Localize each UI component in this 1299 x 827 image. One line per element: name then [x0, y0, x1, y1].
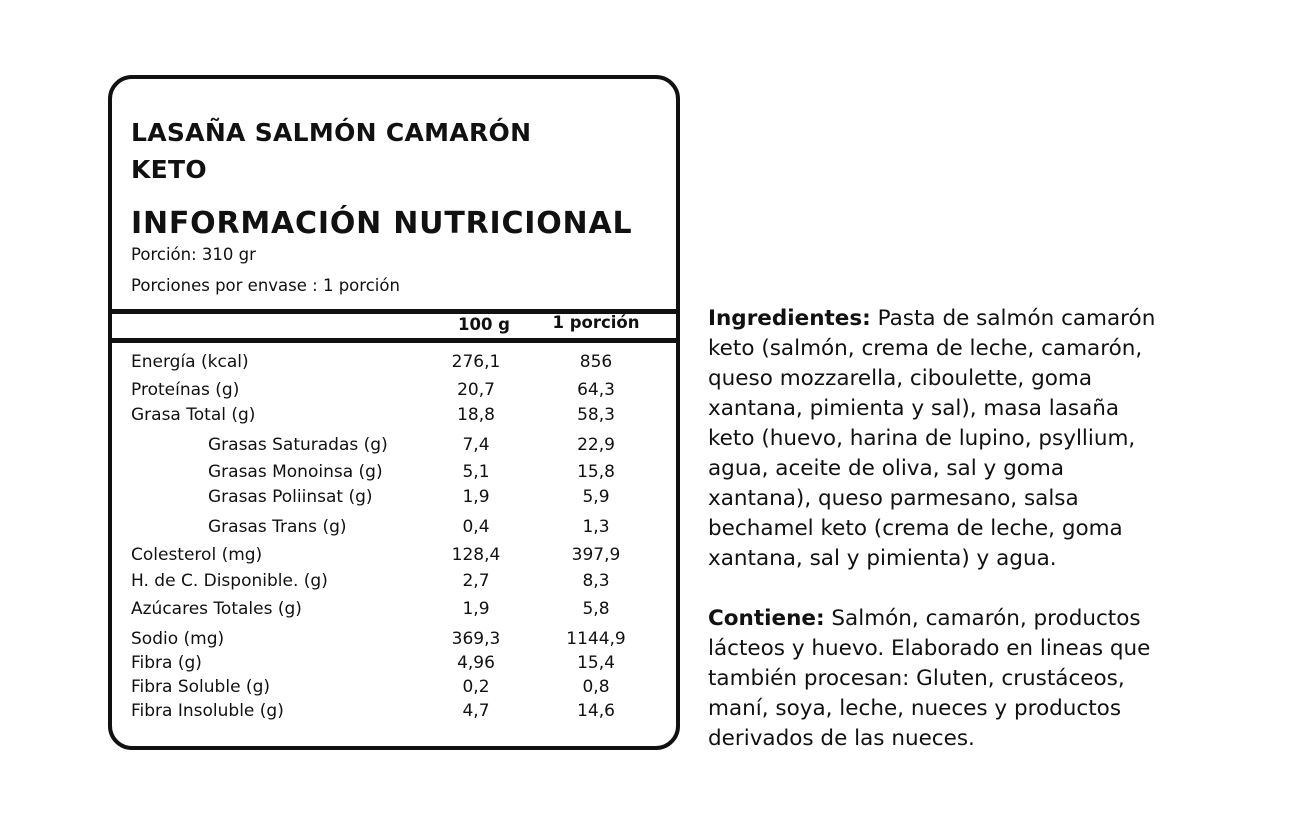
value-per-portion: 58,3	[577, 405, 615, 425]
nutrient-label: Proteínas (g)	[131, 380, 240, 400]
value-per-100g: 1,9	[462, 487, 490, 507]
nutrition-heading: INFORMACIÓN NUTRICIONAL	[131, 206, 633, 241]
portion-size: Porción: 310 gr	[131, 245, 256, 264]
value-per-portion: 15,4	[577, 653, 615, 673]
value-per-portion: 1,3	[582, 517, 610, 537]
table-row: Energía (kcal) 276,1 856	[0, 352, 1299, 376]
value-per-portion: 856	[579, 352, 613, 372]
column-header-100g: 100 g	[458, 315, 510, 334]
table-row: Fibra Insoluble (g) 4,7 14,6	[0, 701, 1299, 725]
table-row: Fibra Soluble (g) 0,2 0,8	[0, 677, 1299, 701]
ingredients-line: keto (salmón, crema de leche, camarón,	[708, 336, 1143, 361]
value-per-portion: 14,6	[577, 701, 615, 721]
value-per-100g: 4,96	[457, 653, 495, 673]
divider-header	[110, 338, 678, 343]
value-per-100g: 1,9	[462, 599, 490, 619]
value-per-100g: 5,1	[462, 462, 490, 482]
ingredients-line: keto (huevo, harina de lupino, psyllium,	[708, 426, 1136, 451]
nutrient-label: H. de C. Disponible. (g)	[131, 571, 328, 591]
nutrient-label: Grasas Poliinsat (g)	[208, 487, 373, 507]
nutrient-label: Grasa Total (g)	[131, 405, 256, 425]
table-row: Grasas Poliinsat (g) 1,9 5,9	[0, 487, 1299, 511]
contains-line: derivados de las nueces.	[708, 726, 975, 751]
value-per-100g: 20,7	[457, 380, 495, 400]
value-per-portion: 5,8	[582, 599, 610, 619]
value-per-100g: 0,2	[462, 677, 490, 697]
value-per-100g: 369,3	[451, 629, 501, 649]
nutrient-label: Grasas Trans (g)	[208, 517, 347, 537]
table-row: Proteínas (g) 20,7 64,3	[0, 380, 1299, 404]
table-row: Grasa Total (g) 18,8 58,3	[0, 405, 1299, 429]
nutrient-label: Grasas Saturadas (g)	[208, 435, 388, 455]
column-header-portion: 1 porción	[552, 313, 640, 332]
value-per-100g: 4,7	[462, 701, 490, 721]
table-row: Grasas Monoinsa (g) 5,1 15,8	[0, 462, 1299, 486]
value-per-portion: 1144,9	[566, 629, 626, 649]
ingredients-line: Ingredientes: Pasta de salmón camarón	[708, 304, 1155, 334]
table-row: Azúcares Totales (g) 1,9 5,8	[0, 599, 1299, 623]
contains-line: maní, soya, leche, nueces y productos	[708, 696, 1122, 721]
contains-line: lácteos y huevo. Elaborado en lineas que	[708, 636, 1151, 661]
nutrition-label-box	[108, 75, 680, 750]
table-row: Grasas Saturadas (g) 7,4 22,9	[0, 435, 1299, 459]
value-per-portion: 22,9	[577, 435, 615, 455]
value-per-portion: 5,9	[582, 487, 610, 507]
value-per-100g: 18,8	[457, 405, 495, 425]
portions-per-pack: Porciones por envase : 1 porción	[131, 276, 400, 295]
divider-top	[110, 309, 678, 314]
nutrient-label: Azúcares Totales (g)	[131, 599, 302, 619]
product-title-line-2: KETO	[131, 155, 207, 184]
value-per-portion: 64,3	[577, 380, 615, 400]
nutrient-label: Fibra Soluble (g)	[131, 677, 270, 697]
table-row: Fibra (g) 4,96 15,4	[0, 653, 1299, 677]
value-per-100g: 7,4	[462, 435, 490, 455]
value-per-100g: 128,4	[451, 545, 501, 565]
nutrient-label: Energía (kcal)	[131, 352, 249, 372]
contains-heading: Contiene:	[708, 606, 825, 631]
ingredients-line: xantana, pimienta y sal), masa lasaña	[708, 396, 1120, 421]
value-per-portion: 8,3	[582, 571, 610, 591]
contains-line-text: Salmón, camarón, productos	[824, 606, 1141, 631]
table-row: Grasas Trans (g) 0,4 1,3	[0, 517, 1299, 541]
ingredients-line: agua, aceite de oliva, sal y goma	[708, 456, 1065, 481]
ingredients-line: queso mozzarella, ciboulette, goma	[708, 366, 1093, 391]
ingredients-line-text: Pasta de salmón camarón	[870, 306, 1156, 331]
value-per-portion: 15,8	[577, 462, 615, 482]
contains-line: también procesan: Gluten, crustáceos,	[708, 666, 1125, 691]
product-title-line-1: LASAÑA SALMÓN CAMARÓN	[131, 118, 532, 147]
table-row: H. de C. Disponible. (g) 2,7 8,3	[0, 571, 1299, 595]
value-per-100g: 0,4	[462, 517, 490, 537]
table-row: Colesterol (mg) 128,4 397,9	[0, 545, 1299, 569]
value-per-portion: 0,8	[582, 677, 610, 697]
nutrient-label: Grasas Monoinsa (g)	[208, 462, 383, 482]
ingredients-line: xantana, sal y pimienta) y agua.	[708, 546, 1057, 571]
value-per-100g: 276,1	[451, 352, 501, 372]
value-per-100g: 2,7	[462, 571, 490, 591]
ingredients-line: bechamel keto (crema de leche, goma	[708, 516, 1123, 541]
table-row: Sodio (mg) 369,3 1144,9	[0, 629, 1299, 653]
nutrient-label: Sodio (mg)	[131, 629, 225, 649]
nutrient-label: Fibra (g)	[131, 653, 202, 673]
nutrient-label: Colesterol (mg)	[131, 545, 263, 565]
ingredients-line: xantana), queso parmesano, salsa	[708, 486, 1079, 511]
nutrient-label: Fibra Insoluble (g)	[131, 701, 284, 721]
value-per-portion: 397,9	[571, 545, 621, 565]
contains-line: Contiene: Salmón, camarón, productos	[708, 604, 1141, 634]
ingredients-heading: Ingredientes:	[708, 306, 871, 331]
